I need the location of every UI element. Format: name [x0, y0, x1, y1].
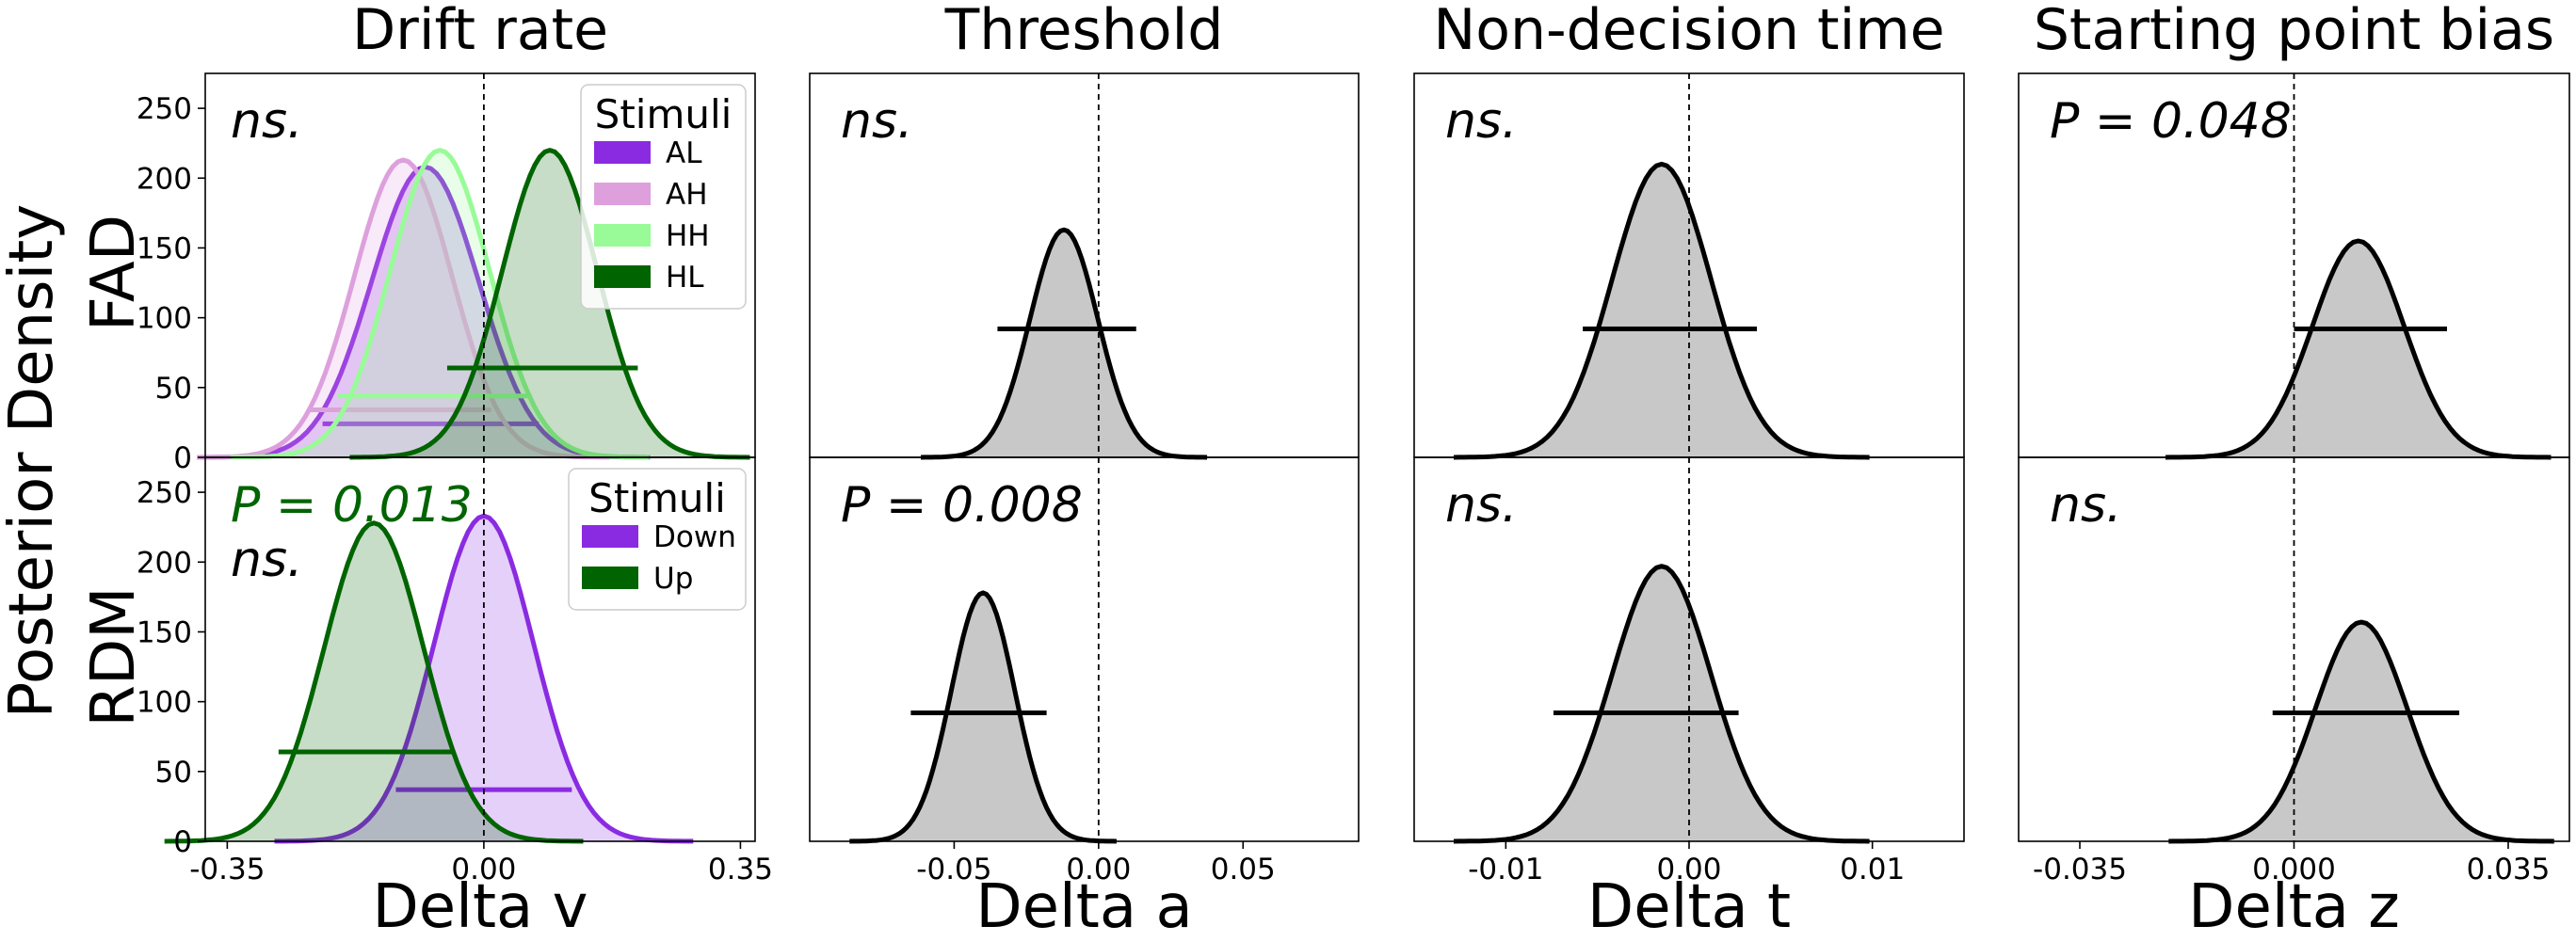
posterior-area-0-0 — [200, 167, 651, 457]
legend-swatch-0-2 — [594, 224, 651, 247]
xtick-label-7-0: -0.035 — [2033, 853, 2127, 886]
row-label-rdm: RDM — [79, 587, 149, 727]
annotation-3-0: P = 0.008 — [841, 477, 1083, 534]
posterior-curve-1-0 — [274, 513, 694, 844]
annotation-0-0: ns. — [231, 93, 303, 150]
xlabel-7: Delta z — [2188, 872, 2400, 942]
ytick-label-1-1: 50 — [155, 756, 192, 790]
column-title-2: Threshold — [944, 0, 1224, 63]
annotation-1-0: P = 0.013 — [231, 477, 473, 534]
xtick-label-3-0: -0.05 — [916, 853, 991, 886]
legend-swatch-0-3 — [594, 265, 651, 288]
xlabel-1: Delta v — [373, 872, 588, 942]
legend-label-0-3: HL — [666, 261, 704, 295]
xtick-label-1-2: 0.35 — [708, 853, 773, 886]
ytick-label-1-5: 250 — [137, 476, 192, 510]
row-label-fad: FAD — [79, 215, 149, 331]
posterior-area-2-0 — [921, 230, 1208, 457]
annotation-5-0: ns. — [1445, 477, 1518, 534]
legend-swatch-0-0 — [594, 141, 651, 164]
posterior-area-5-0 — [1454, 566, 1870, 841]
legend-frame-0 — [580, 84, 747, 310]
panel-4: Non-decision time ns. — [1413, 0, 1965, 460]
panel-1: 0 50 100 150 200 250 -0.35 0.00 0.35 Delta v P = 0… — [137, 456, 773, 942]
posterior-area-7-0 — [2168, 622, 2554, 841]
xtick-label-7-1: 0.000 — [2252, 853, 2336, 886]
posterior-curve-2-0 — [920, 227, 1208, 460]
panel-6: Starting point bias P = 0.048 — [2018, 0, 2570, 460]
legend-label-0-1: AH — [666, 178, 708, 212]
legend-label-0-0: AL — [666, 136, 702, 170]
posterior-area-0-2 — [230, 150, 650, 457]
ytick-label-1-4: 200 — [137, 546, 192, 580]
posterior-area-3-0 — [849, 592, 1117, 841]
ytick-label-1-2: 100 — [137, 686, 192, 720]
legend-swatch-0-1 — [594, 183, 651, 205]
panel-2: Threshold ns. — [809, 0, 1360, 460]
xtick-label-5-1: 0.00 — [1656, 853, 1721, 886]
legend-label-1-1: Up — [653, 562, 693, 596]
legend-title-0: Stimuli — [595, 91, 733, 137]
xtick-label-1-0: -0.35 — [189, 853, 265, 886]
legend-label-0-2: HH — [666, 219, 710, 253]
annotation-2-0: ns. — [841, 93, 913, 150]
posterior-curve-0-1 — [197, 157, 610, 460]
panel-7: -0.035 0.000 0.035 Delta z ns. — [2018, 456, 2570, 942]
posterior-curve-6-0 — [2165, 238, 2552, 460]
posterior-curve-5-0 — [1453, 564, 1870, 844]
annotation-7-0: ns. — [2050, 477, 2122, 534]
ytick-label-0-2: 100 — [137, 302, 192, 336]
axes-frame-1 — [204, 456, 756, 842]
posterior-area-0-1 — [197, 160, 610, 457]
ytick-label-0-1: 50 — [155, 372, 192, 406]
xtick-label-1-1: 0.00 — [451, 853, 516, 886]
ytick-label-0-3: 150 — [137, 232, 192, 265]
xtick-label-7-2: 0.035 — [2467, 853, 2551, 886]
ytick-label-0-5: 250 — [137, 92, 192, 126]
panel-5: -0.01 0.00 0.01 Delta t ns. — [1413, 456, 1965, 942]
posterior-curve-7-0 — [2168, 619, 2554, 844]
ytick-label-1-0: 0 — [173, 825, 192, 859]
annotation-1-1: ns. — [231, 532, 303, 588]
posterior-curve-1-1 — [164, 520, 584, 844]
axes-frame-3 — [809, 456, 1360, 842]
ytick-label-1-3: 150 — [137, 615, 192, 649]
column-title-4: Non-decision time — [1433, 0, 1944, 63]
xtick-label-3-2: 0.05 — [1211, 853, 1276, 886]
posterior-area-1-1 — [164, 522, 584, 841]
ytick-label-0-0: 0 — [173, 441, 192, 475]
legend-swatch-1-1 — [582, 567, 638, 589]
posterior-curve-3-0 — [849, 590, 1117, 844]
xtick-label-5-2: 0.01 — [1840, 853, 1905, 886]
xtick-label-3-1: 0.00 — [1066, 853, 1131, 886]
legend-title-1: Stimuli — [588, 475, 726, 521]
xlabel-5: Delta t — [1587, 872, 1791, 942]
legend-swatch-1-0 — [582, 525, 638, 548]
posterior-curve-0-3 — [349, 148, 750, 460]
column-title-6: Starting point bias — [2034, 0, 2554, 63]
legend-label-1-0: Down — [653, 520, 736, 554]
posterior-area-0-3 — [349, 150, 750, 457]
panel-3: -0.05 0.00 0.05 Delta a P = 0.008 — [809, 456, 1360, 942]
column-title-0: Drift rate — [352, 0, 608, 63]
ytick-label-0-4: 200 — [137, 162, 192, 196]
posterior-area-4-0 — [1454, 164, 1870, 457]
posterior-curve-0-2 — [230, 148, 650, 460]
figure-ylabel: Posterior Density — [0, 204, 67, 719]
posterior-curve-4-0 — [1453, 161, 1870, 460]
xlabel-3: Delta a — [975, 872, 1192, 942]
xtick-label-5-0: -0.01 — [1468, 853, 1543, 886]
posterior-area-6-0 — [2165, 241, 2552, 457]
annotation-6-0: P = 0.048 — [2050, 93, 2292, 150]
annotation-4-0: ns. — [1445, 93, 1518, 150]
